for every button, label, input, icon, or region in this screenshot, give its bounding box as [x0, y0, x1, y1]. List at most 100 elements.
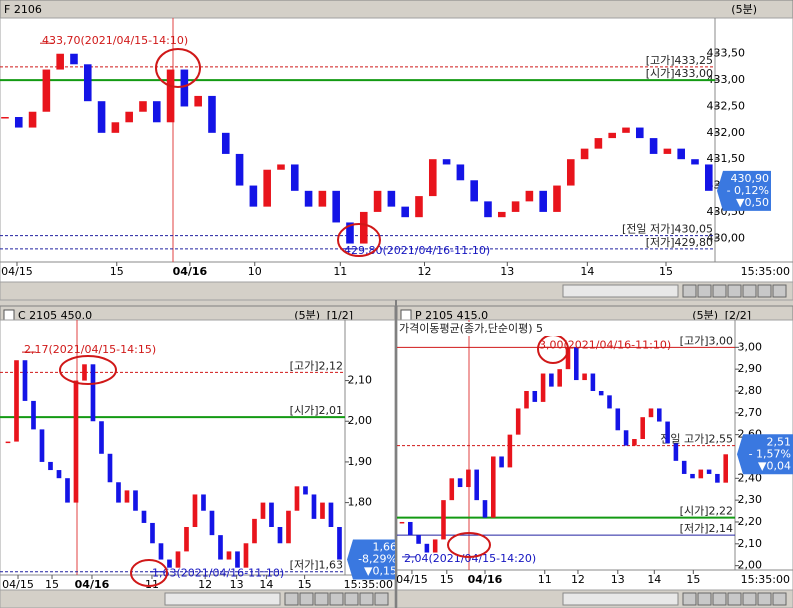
toolbar-button[interactable] [344, 592, 359, 606]
y-tick-label: 1,80 [348, 496, 373, 509]
level-label: [전일 저가]430,05 [622, 222, 713, 236]
candle [470, 180, 478, 202]
y-tick-label: 2,40 [738, 471, 763, 484]
level-label: [시가]2,01 [290, 404, 343, 417]
candle [632, 439, 637, 446]
x-tick-label: 15 [440, 573, 454, 586]
plot-area [396, 319, 793, 591]
candle [332, 190, 340, 223]
title-bar [0, 0, 793, 19]
toolbar-button[interactable] [284, 592, 299, 606]
level-label: [저가]429,80 [646, 236, 713, 249]
candle [290, 164, 299, 191]
annotation: 2,04(2021/04/15-14:20) [404, 552, 536, 565]
candle [158, 543, 164, 560]
candle [180, 69, 189, 107]
x-tick-label: 04/15 [2, 578, 34, 591]
candle [141, 510, 147, 523]
candle [359, 211, 368, 244]
period-label: (5분) [294, 309, 320, 322]
toolbar-button[interactable] [712, 284, 727, 298]
candle [184, 527, 189, 552]
candle [698, 469, 704, 479]
candle [218, 535, 223, 560]
toolbar-button[interactable] [329, 592, 344, 606]
scrollbar[interactable] [562, 284, 679, 298]
candle [221, 132, 230, 154]
candle [1, 117, 9, 119]
y-tick-label: 2,70 [738, 406, 763, 419]
candle [133, 490, 138, 511]
annotation: 433,70(2021/04/15-14:10) [42, 34, 188, 47]
toolbar-button[interactable] [299, 592, 314, 606]
checkbox[interactable] [3, 309, 15, 321]
annotation: 2,17(2021/04/15-14:15) [24, 343, 156, 356]
candle [192, 494, 198, 528]
toolbar-button[interactable] [712, 592, 727, 606]
x-tick-label: 11 [333, 265, 347, 278]
candle [640, 417, 645, 440]
period-label: (5분) [692, 309, 718, 322]
chart-title: P 2105 415.0 [415, 309, 488, 322]
candle [39, 429, 45, 462]
toolbar-button[interactable] [697, 592, 712, 606]
x-tick-label: 12 [418, 265, 432, 278]
highlight-circle [59, 355, 117, 385]
toolbar-button[interactable] [742, 284, 757, 298]
candle [580, 148, 589, 160]
toolbar-button[interactable] [727, 592, 742, 606]
toolbar-button[interactable] [314, 592, 329, 606]
toolbar-button[interactable] [359, 592, 374, 606]
last-change: -8,29% [358, 553, 397, 566]
candle [31, 400, 36, 430]
candle [14, 360, 19, 442]
candle [65, 478, 70, 503]
x-tick-label: 04/16 [468, 573, 503, 586]
candle [442, 159, 451, 165]
highlight-circle [155, 48, 201, 88]
candle [704, 164, 713, 191]
toolbar-button[interactable] [772, 592, 787, 606]
y-tick-label: 2,30 [738, 493, 763, 506]
candle [28, 111, 37, 128]
x-tick-label: 04/15 [1, 265, 33, 278]
candle [166, 69, 175, 123]
level-label: [저가]1,63 [290, 559, 343, 572]
candle [594, 138, 603, 149]
x-tick-label: 13 [500, 265, 514, 278]
candle [14, 117, 23, 128]
y-tick-label: 2,00 [348, 414, 373, 427]
candle [320, 502, 325, 519]
toolbar-button[interactable] [697, 284, 712, 298]
candle [665, 421, 670, 444]
toolbar-button[interactable] [757, 592, 772, 606]
toolbar-button[interactable] [682, 284, 697, 298]
scrollbar[interactable] [164, 592, 281, 606]
candle [424, 543, 430, 553]
checkbox[interactable] [400, 309, 412, 321]
scrollbar[interactable] [562, 592, 679, 606]
toolbar-button[interactable] [727, 284, 742, 298]
candle [194, 95, 202, 107]
x-tick-label: 15 [298, 578, 312, 591]
y-tick-label: 2,80 [738, 384, 763, 397]
toolbar-button[interactable] [682, 592, 697, 606]
toolbar-button[interactable] [742, 592, 757, 606]
y-tick-label: 430,00 [707, 231, 746, 244]
toolbar-button[interactable] [374, 592, 389, 606]
candle [201, 494, 206, 511]
toolbar-button[interactable] [757, 284, 772, 298]
candle [549, 373, 554, 387]
candle [125, 111, 133, 123]
candle [346, 222, 354, 244]
candle [304, 190, 313, 207]
level-label: [시가]2,22 [680, 505, 733, 518]
toolbar-button[interactable] [772, 284, 787, 298]
candle [532, 390, 538, 402]
level-label: [고가]2,12 [290, 359, 343, 372]
candle [540, 373, 546, 402]
candle [318, 190, 327, 207]
end-time-label: 15:35:00 [344, 578, 393, 591]
candle [90, 364, 96, 422]
y-tick-label: 2,90 [738, 362, 763, 375]
